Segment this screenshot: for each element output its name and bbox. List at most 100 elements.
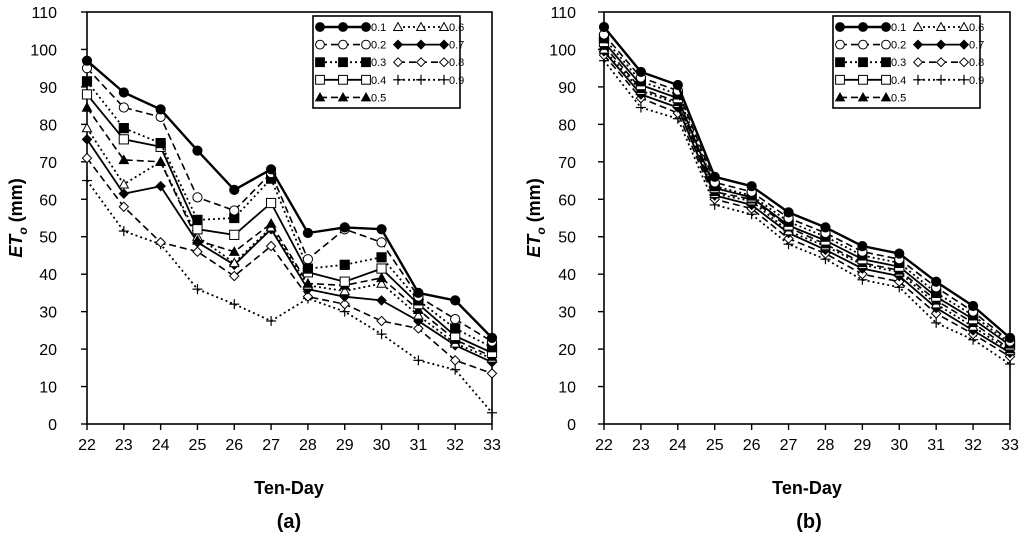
x-tick-label: 22 xyxy=(78,437,96,454)
series-line xyxy=(86,80,493,349)
legend-swatch-marker xyxy=(858,39,868,50)
legend-swatch-marker xyxy=(315,39,325,50)
legend-item: 0.9 xyxy=(913,74,984,87)
x-tick-label: 28 xyxy=(817,437,835,454)
data-point-shape xyxy=(486,368,498,379)
series-0.8 xyxy=(81,152,498,379)
data-point xyxy=(1004,332,1016,343)
data-point xyxy=(302,227,314,239)
legend-item: 0.6 xyxy=(392,21,464,34)
legend-swatch-marker xyxy=(913,74,923,85)
series-line xyxy=(86,59,493,339)
data-point-shape xyxy=(376,224,387,235)
data-point xyxy=(118,123,129,134)
legend-swatch-marker-shape xyxy=(935,57,947,68)
data-point xyxy=(81,122,93,133)
legend-swatch-marker-shape xyxy=(415,39,427,50)
data-point xyxy=(192,214,203,225)
legend-label: 0.2 xyxy=(371,40,386,52)
data-point-shape xyxy=(228,246,240,256)
data-point xyxy=(412,304,424,314)
legend-swatch-marker-shape xyxy=(337,91,349,102)
data-point-shape xyxy=(118,123,129,134)
data-point-shape xyxy=(376,252,387,263)
legend-swatch-marker-shape xyxy=(881,74,891,85)
series-line xyxy=(603,45,1011,350)
series-0.5 xyxy=(81,101,498,361)
legend-swatch-marker-shape xyxy=(881,22,891,32)
data-point-shape xyxy=(820,222,831,233)
series-line xyxy=(603,60,1011,365)
data-point-shape xyxy=(192,224,203,235)
data-point-shape xyxy=(486,332,498,343)
data-point xyxy=(155,237,166,248)
legend-swatch-marker-shape xyxy=(392,21,404,32)
legend-swatch-marker xyxy=(315,22,325,32)
data-point-shape xyxy=(81,152,93,164)
legend-swatch-marker-shape xyxy=(360,91,372,102)
data-point-shape xyxy=(894,248,905,259)
legend-swatch-marker xyxy=(338,57,348,68)
legend-swatch-marker-shape xyxy=(392,39,404,50)
legend-swatch-marker xyxy=(392,21,404,32)
legend-swatch-marker xyxy=(912,57,924,68)
data-point-shape xyxy=(118,87,129,98)
series-0.7 xyxy=(81,134,498,368)
legend-swatch-marker-shape xyxy=(858,57,868,68)
legend-swatch-marker-shape xyxy=(857,91,869,102)
data-point-shape xyxy=(228,270,240,282)
data-point xyxy=(413,355,424,366)
data-point-shape xyxy=(118,134,129,145)
data-point-shape xyxy=(81,134,93,145)
legend-swatch-marker xyxy=(439,74,449,85)
data-point-shape xyxy=(783,207,794,218)
series-line xyxy=(86,138,493,364)
chart-panel-a: 0 10 20 30 40 50 60 70 80 90 100 110 22 23 24 25 26 27 28 2… xyxy=(6,5,501,533)
data-point xyxy=(265,197,277,209)
data-point xyxy=(81,134,93,145)
legend-swatch-marker xyxy=(881,22,891,32)
data-point-shape xyxy=(118,188,130,199)
legend-swatch-marker xyxy=(392,57,404,68)
data-point-shape xyxy=(413,287,424,299)
data-point-shape xyxy=(967,300,979,312)
legend-label: 0.2 xyxy=(891,40,906,52)
data-point-shape xyxy=(155,180,166,192)
series-line xyxy=(603,50,1011,354)
y-axis-title-sub: o xyxy=(534,227,548,234)
legend-swatch-marker-shape xyxy=(835,57,845,68)
data-point-shape xyxy=(376,277,387,288)
data-point-shape xyxy=(450,314,461,325)
data-point xyxy=(81,89,93,100)
data-point xyxy=(709,171,720,182)
data-point xyxy=(118,188,130,199)
data-point-shape xyxy=(229,184,240,196)
legend-swatch-marker xyxy=(338,22,348,32)
series-0.9 xyxy=(599,55,1015,370)
data-point xyxy=(302,277,314,288)
x-tick-label: 25 xyxy=(706,437,724,454)
series-0.6 xyxy=(81,122,498,363)
data-point xyxy=(228,270,240,282)
data-point-shape xyxy=(376,263,387,274)
data-point xyxy=(413,287,424,299)
legend-swatch-marker-shape xyxy=(392,57,404,68)
legend-swatch-marker-shape xyxy=(361,57,371,68)
legend-swatch-marker xyxy=(361,57,371,68)
data-point xyxy=(376,263,387,274)
legend-swatch-marker xyxy=(912,39,924,50)
legend-item: 0.8 xyxy=(912,57,984,69)
x-axis-title: Ten-Day xyxy=(254,478,324,498)
y-tick-label: 50 xyxy=(39,230,57,247)
legend-swatch-marker-shape xyxy=(858,74,868,85)
data-point xyxy=(339,276,350,287)
x-tick-label: 30 xyxy=(890,437,908,454)
data-point-shape xyxy=(265,217,277,228)
data-point xyxy=(376,295,387,306)
data-point xyxy=(893,276,905,287)
data-point-shape xyxy=(192,145,203,156)
x-tick-label: 27 xyxy=(262,437,280,454)
data-point-shape xyxy=(930,308,942,319)
legend-swatch-marker xyxy=(338,39,348,50)
x-tick-label: 29 xyxy=(853,437,871,454)
